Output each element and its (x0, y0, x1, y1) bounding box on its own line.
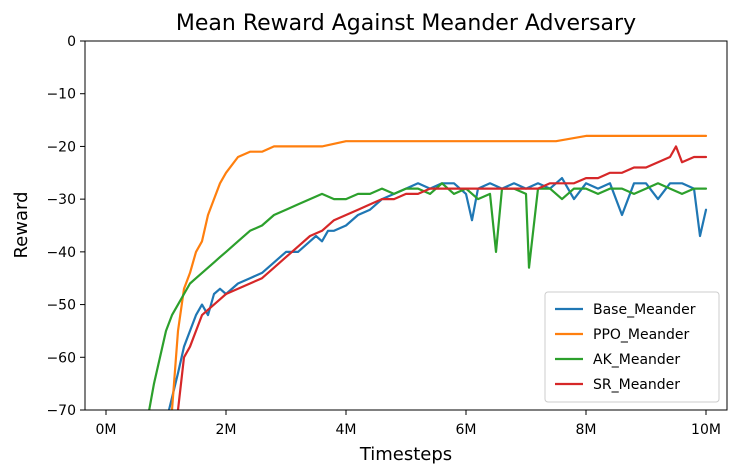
y-tick-label: −40 (46, 245, 76, 261)
series-layer (148, 134, 708, 410)
chart-title: Mean Reward Against Meander Adversary (176, 11, 636, 36)
legend-label: AK_Meander (593, 352, 680, 368)
series-line-AK_Meander (148, 182, 708, 410)
x-tick-label: 2M (216, 422, 237, 438)
legend-box (544, 291, 720, 403)
x-tick-label: 4M (336, 422, 357, 438)
series-line-PPO_Meander (170, 134, 708, 410)
y-tick-label: −30 (46, 192, 76, 208)
legend: Base_Meander PPO_Meander AK_Meander SR_Mean… (544, 291, 720, 403)
y-tick-label: −20 (46, 139, 76, 155)
y-tick-label: 0 (67, 34, 76, 50)
y-tick-label: −50 (46, 298, 76, 314)
x-tick-label: 0M (96, 422, 117, 438)
x-tick-label: 8M (576, 422, 597, 438)
x-tick-label: 6M (456, 422, 477, 438)
x-tick-label: 10M (691, 422, 721, 438)
y-tick-label: −60 (46, 350, 76, 366)
legend-label: PPO_Meander (593, 327, 690, 343)
x-axis-title: Timesteps (359, 444, 452, 465)
axes-layer: 0M 2M 4M 6M 8M 10M 0 −10 −20 −30 −40 −50 −60 −70 (46, 34, 728, 438)
series-line-SR_Meander (176, 145, 708, 410)
plot-frame (84, 40, 728, 411)
legend-label: SR_Meander (593, 377, 680, 393)
y-axis-title: Reward (11, 191, 32, 258)
legend-label: Base_Meander (593, 302, 696, 318)
y-tick-label: −10 (46, 87, 76, 103)
y-tick-label: −70 (46, 403, 76, 419)
